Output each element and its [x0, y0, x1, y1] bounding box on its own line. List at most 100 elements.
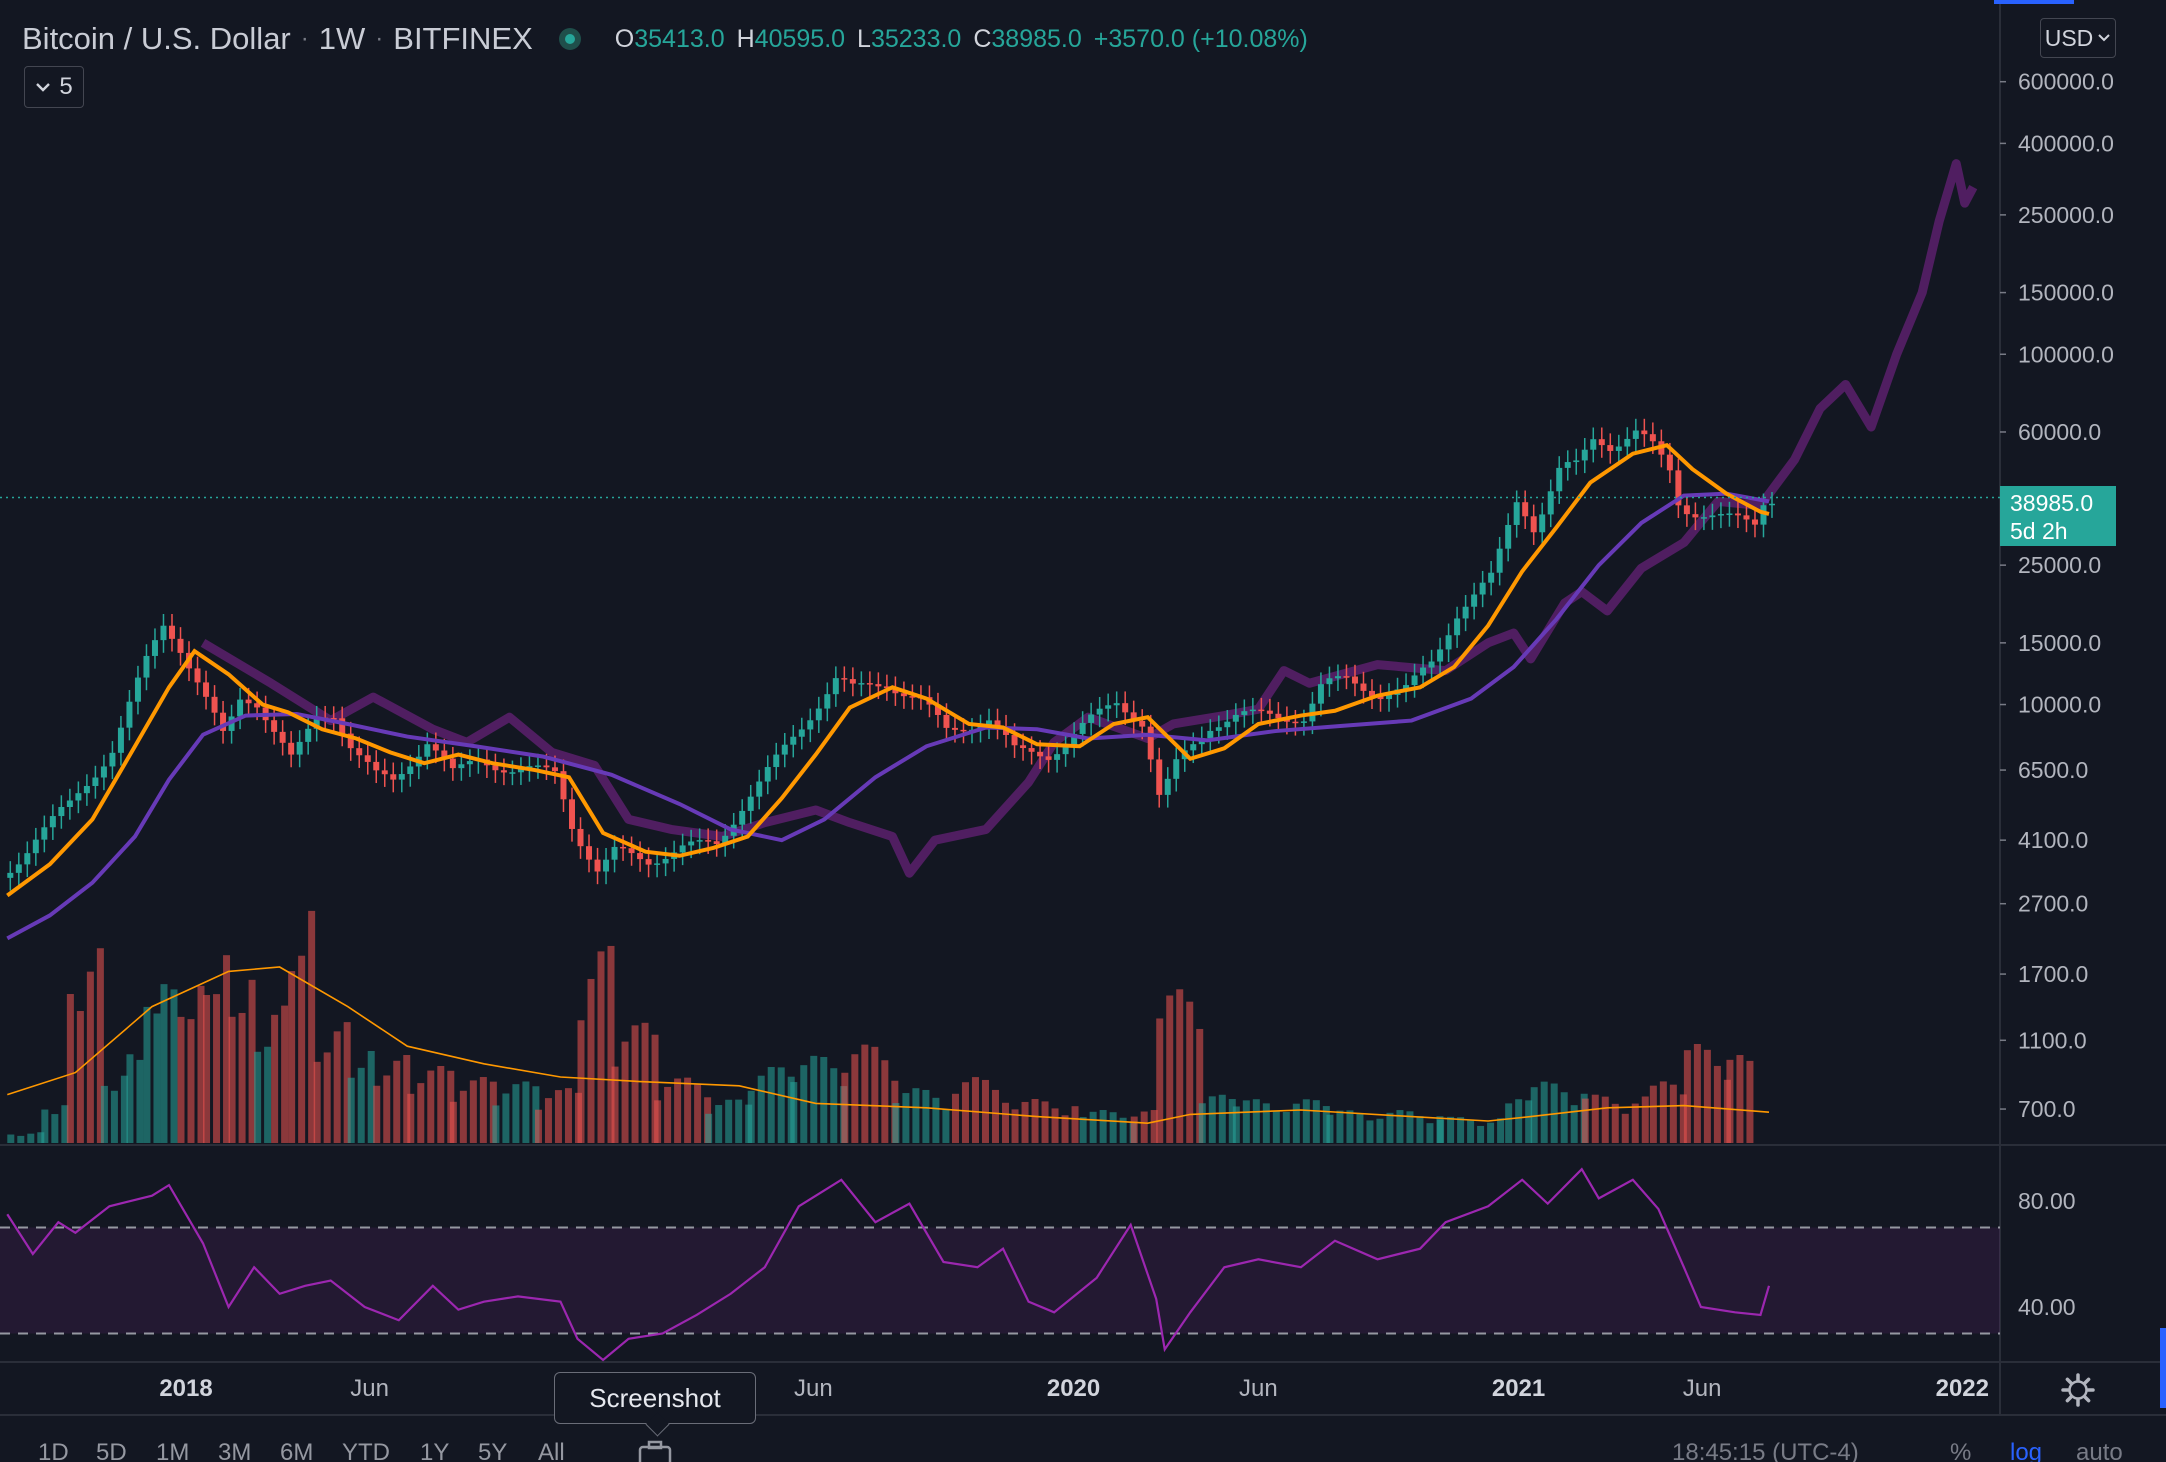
- volume-bar: [1703, 1049, 1711, 1143]
- candle-body: [1598, 439, 1605, 446]
- rsi-band-fill: [0, 1227, 2000, 1334]
- candle-body: [339, 718, 346, 734]
- volume-bar: [1621, 1113, 1629, 1143]
- candle-body: [109, 752, 116, 767]
- time-tick-label: Jun: [350, 1375, 389, 1402]
- candle-body: [543, 765, 550, 768]
- candle-body: [211, 696, 218, 713]
- candle-body: [1173, 759, 1180, 779]
- volume-bar: [607, 945, 615, 1143]
- candle-body: [1062, 744, 1069, 755]
- range-button-6m[interactable]: 6M: [280, 1439, 314, 1462]
- log-toggle[interactable]: log: [2010, 1439, 2043, 1462]
- symbol-header: Bitcoin / U.S. Dollar · 1W · BITFINEX O3…: [22, 18, 1308, 60]
- screenshot-tooltip: Screenshot: [554, 1372, 756, 1424]
- exchange-label[interactable]: BITFINEX: [393, 21, 533, 56]
- volume-bar: [1515, 1099, 1523, 1143]
- candle-body: [313, 717, 320, 729]
- candle-body: [151, 640, 158, 656]
- volume-bar: [664, 1086, 672, 1143]
- symbol-name[interactable]: Bitcoin / U.S. Dollar: [22, 21, 291, 56]
- market-status-icon[interactable]: [558, 28, 581, 50]
- indicator-count: 5: [59, 73, 73, 100]
- clock-label[interactable]: 18:45:15 (UTC-4): [1672, 1439, 1859, 1462]
- percent-toggle[interactable]: %: [1950, 1439, 1972, 1462]
- bar-countdown: 5d 2h: [2010, 518, 2068, 544]
- volume-bar: [544, 1098, 552, 1143]
- candle-body: [1420, 667, 1427, 676]
- interval-label[interactable]: 1W: [318, 21, 366, 56]
- volume-bar: [347, 1077, 355, 1143]
- volume-bar: [1198, 1103, 1206, 1143]
- range-button-all[interactable]: All: [538, 1439, 565, 1462]
- volume-bar: [951, 1093, 959, 1143]
- price-tick-label: 700.0: [2018, 1096, 2076, 1122]
- indicators-toggle-button[interactable]: 5: [24, 66, 84, 108]
- volume-bar: [1356, 1114, 1364, 1143]
- currency-button[interactable]: USD: [2040, 18, 2116, 58]
- price-tick-label: 25000.0: [2018, 552, 2101, 578]
- volume-bar: [343, 1022, 351, 1143]
- candle-body: [773, 754, 780, 768]
- volume-bar: [1570, 1105, 1578, 1143]
- candle-body: [1709, 515, 1716, 518]
- volume-bar: [1232, 1106, 1240, 1143]
- range-button-5d[interactable]: 5D: [96, 1439, 127, 1462]
- volume-bar: [922, 1089, 930, 1143]
- volume-bar: [1406, 1111, 1414, 1143]
- candle-body: [1590, 439, 1597, 450]
- volume-bar: [110, 1090, 118, 1143]
- candle-body: [237, 699, 244, 717]
- volume-bar: [725, 1099, 733, 1143]
- price-tick-label: 150000.0: [2018, 280, 2114, 306]
- volume-bar: [203, 995, 211, 1143]
- candle-body: [1343, 676, 1350, 678]
- range-button-1y[interactable]: 1Y: [420, 1439, 450, 1462]
- candle-body: [271, 720, 278, 732]
- candle-body: [1530, 516, 1537, 533]
- range-button-1d[interactable]: 1D: [38, 1439, 69, 1462]
- candle-body: [654, 863, 661, 865]
- gear-icon[interactable]: [2060, 1372, 2096, 1408]
- candle-body: [1275, 713, 1282, 719]
- volume-bar: [1376, 1118, 1384, 1143]
- candle-body: [713, 841, 720, 845]
- candle-body: [15, 864, 22, 873]
- volume-bar: [971, 1077, 979, 1143]
- candle-body: [32, 839, 39, 854]
- volume-bar: [841, 1072, 849, 1143]
- candle-body: [611, 846, 618, 860]
- volume-bar: [1001, 1102, 1009, 1143]
- candle-body: [347, 733, 354, 749]
- candle-body: [41, 827, 48, 840]
- candle-body: [194, 668, 201, 683]
- volume-bar: [323, 1052, 331, 1143]
- candle-body: [424, 744, 431, 757]
- range-button-5y[interactable]: 5Y: [478, 1439, 508, 1462]
- volume-bar: [1021, 1101, 1029, 1143]
- range-button-1m[interactable]: 1M: [156, 1439, 190, 1462]
- range-button-3m[interactable]: 3M: [218, 1439, 252, 1462]
- volume-bar: [767, 1067, 775, 1143]
- range-button-ytd[interactable]: YTD: [342, 1439, 390, 1462]
- candle-body: [1768, 503, 1775, 506]
- volume-bar: [449, 1101, 457, 1143]
- auto-toggle[interactable]: auto: [2076, 1439, 2123, 1462]
- side-scroll-indicator[interactable]: [2160, 1328, 2166, 1408]
- candle-body: [1020, 745, 1027, 749]
- volume-bar: [1649, 1085, 1657, 1143]
- volume-bar: [373, 1085, 381, 1143]
- camera-icon[interactable]: [638, 1439, 672, 1462]
- candle-body: [1479, 582, 1486, 595]
- candle-body: [58, 807, 65, 817]
- volume-bar: [170, 989, 178, 1143]
- volume-bar: [1683, 1050, 1691, 1143]
- volume-bar: [651, 1034, 659, 1143]
- candle-body: [66, 800, 73, 808]
- candle-body: [492, 765, 499, 771]
- candle-body: [1496, 548, 1503, 573]
- volume-bar: [427, 1070, 435, 1143]
- candle-body: [1726, 513, 1733, 515]
- volume-bar: [1282, 1111, 1290, 1143]
